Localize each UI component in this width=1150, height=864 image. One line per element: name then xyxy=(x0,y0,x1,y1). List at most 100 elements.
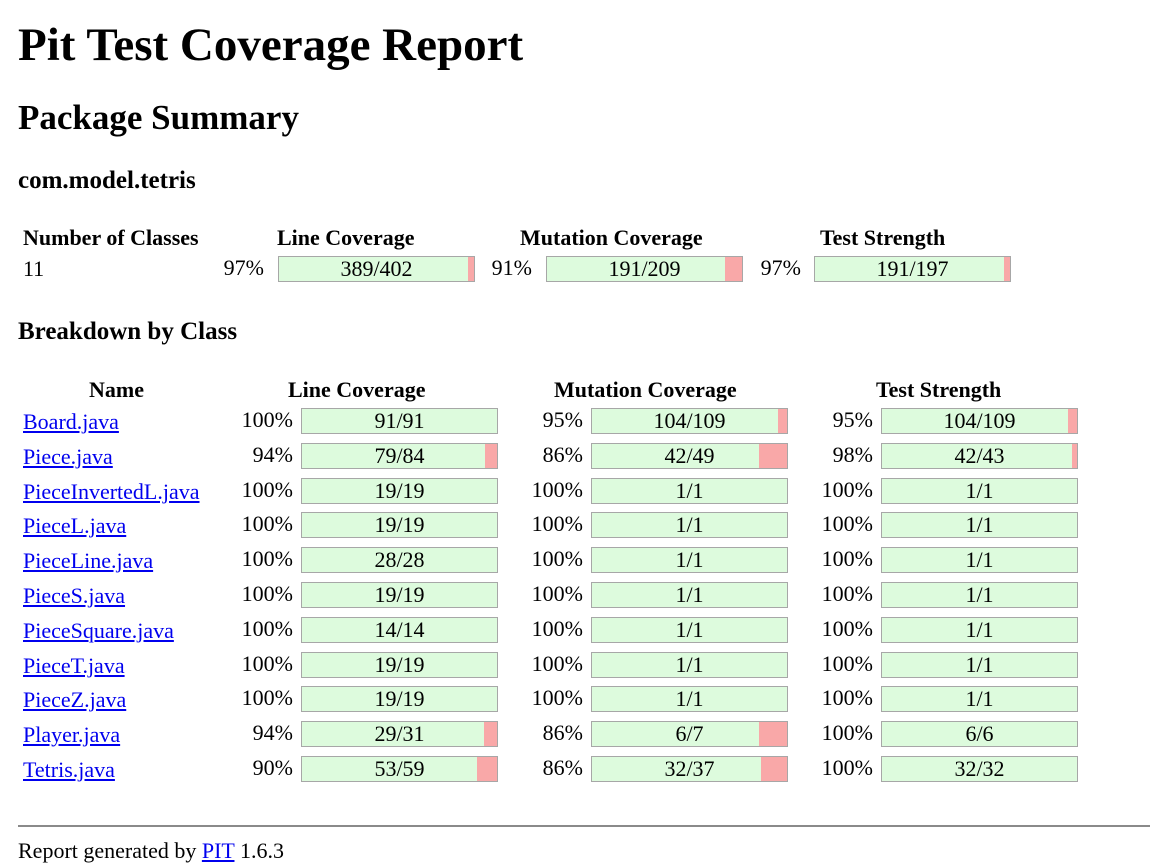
line-percent: 100% xyxy=(241,581,293,606)
mutation-coverage-label: 1/1 xyxy=(675,686,704,711)
mutation-coverage-bar: 1/1 xyxy=(591,512,788,538)
summary-header-mutation: Mutation Coverage xyxy=(520,225,703,250)
breakdown-title: Breakdown by Class xyxy=(18,318,238,345)
mutation-coverage-bar: 1/1 xyxy=(591,652,788,678)
class-link[interactable]: PieceS.java xyxy=(23,583,126,608)
missed-fill xyxy=(725,257,742,281)
strength-coverage-bar: 104/109 xyxy=(881,408,1078,434)
summary-class-count: 11 xyxy=(23,256,45,281)
mutation-percent: 100% xyxy=(531,685,583,710)
mutation-coverage-bar: 32/37 xyxy=(591,756,788,782)
line-coverage-label: 19/19 xyxy=(374,652,425,677)
line-coverage-bar: 19/19 xyxy=(301,512,498,538)
missed-fill xyxy=(1072,444,1077,468)
line-coverage-label: 19/19 xyxy=(374,512,425,537)
footer: Report generated by PIT 1.6.3 xyxy=(18,838,284,864)
strength-percent: 100% xyxy=(821,581,873,606)
mutation-coverage-bar: 1/1 xyxy=(591,686,788,712)
line-coverage-label: 28/28 xyxy=(374,547,425,572)
class-link[interactable]: Piece.java xyxy=(23,444,113,469)
class-link[interactable]: PieceSquare.java xyxy=(23,618,174,643)
missed-fill xyxy=(477,757,497,781)
strength-coverage-label: 1/1 xyxy=(965,512,994,537)
missed-fill xyxy=(1004,257,1010,281)
strength-coverage-label: 1/1 xyxy=(965,652,994,677)
line-percent: 100% xyxy=(241,477,293,502)
mutation-percent: 100% xyxy=(531,616,583,641)
strength-percent: 95% xyxy=(832,407,873,432)
strength-coverage-label: 1/1 xyxy=(965,617,994,642)
summary-line-percent: 97% xyxy=(223,255,264,280)
class-link[interactable]: PieceZ.java xyxy=(23,687,127,712)
mutation-coverage-label: 1/1 xyxy=(675,617,704,642)
mutation-coverage-label: 1/1 xyxy=(675,512,704,537)
missed-fill xyxy=(778,409,787,433)
mutation-percent: 86% xyxy=(542,442,583,467)
summary-header-line: Line Coverage xyxy=(277,225,415,250)
strength-coverage-bar: 1/1 xyxy=(881,547,1078,573)
mutation-coverage-bar: 42/49 xyxy=(591,443,788,469)
line-percent: 100% xyxy=(241,616,293,641)
line-coverage-bar: 29/31 xyxy=(301,721,498,747)
strength-percent: 100% xyxy=(821,616,873,641)
mutation-coverage-bar: 1/1 xyxy=(591,547,788,573)
mutation-coverage-label: 6/7 xyxy=(675,721,704,746)
line-coverage-label: 14/14 xyxy=(374,617,425,642)
line-coverage-bar: 28/28 xyxy=(301,547,498,573)
missed-fill xyxy=(1068,409,1077,433)
mutation-percent: 95% xyxy=(542,407,583,432)
line-coverage-bar: 19/19 xyxy=(301,686,498,712)
line-coverage-bar: 19/19 xyxy=(301,582,498,608)
class-link[interactable]: PieceLine.java xyxy=(23,548,154,573)
summary-strength-percent: 97% xyxy=(760,255,801,280)
page-title: Pit Test Coverage Report xyxy=(18,19,524,71)
missed-fill xyxy=(485,444,497,468)
line-percent: 100% xyxy=(241,546,293,571)
strength-coverage-label: 1/1 xyxy=(965,478,994,503)
class-link[interactable]: Tetris.java xyxy=(23,757,115,782)
strength-percent: 100% xyxy=(821,651,873,676)
missed-fill xyxy=(484,722,497,746)
mutation-percent: 100% xyxy=(531,546,583,571)
strength-coverage-label: 1/1 xyxy=(965,686,994,711)
class-link[interactable]: Player.java xyxy=(23,722,121,747)
strength-percent: 98% xyxy=(832,442,873,467)
class-link[interactable]: PieceL.java xyxy=(23,513,127,538)
mutation-coverage-label: 104/109 xyxy=(653,408,726,433)
footer-prefix: Report generated by xyxy=(18,838,197,863)
strength-percent: 100% xyxy=(821,685,873,710)
line-coverage-label: 19/19 xyxy=(374,582,425,607)
class-link[interactable]: Board.java xyxy=(23,409,119,434)
summary-mutation-percent: 91% xyxy=(491,255,532,280)
class-link[interactable]: PieceInvertedL.java xyxy=(23,479,200,504)
summary-mutation-bar: 191/209 xyxy=(546,256,743,282)
mutation-coverage-bar: 1/1 xyxy=(591,617,788,643)
pit-link[interactable]: PIT xyxy=(201,838,235,863)
mutation-coverage-label: 42/49 xyxy=(664,443,715,468)
line-percent: 94% xyxy=(252,720,293,745)
missed-fill xyxy=(467,257,474,281)
strength-coverage-bar: 6/6 xyxy=(881,721,1078,747)
line-percent: 94% xyxy=(252,442,293,467)
mutation-coverage-label: 32/37 xyxy=(664,756,715,781)
mutation-coverage-label: 1/1 xyxy=(675,582,704,607)
mutation-percent: 100% xyxy=(531,511,583,536)
line-coverage-label: 29/31 xyxy=(374,721,425,746)
line-percent: 100% xyxy=(241,651,293,676)
mutation-coverage-bar: 1/1 xyxy=(591,478,788,504)
mutation-percent: 86% xyxy=(542,720,583,745)
line-percent: 90% xyxy=(252,755,293,780)
mutation-coverage-label: 1/1 xyxy=(675,478,704,503)
line-percent: 100% xyxy=(241,407,293,432)
class-link[interactable]: PieceT.java xyxy=(23,653,125,678)
footer-divider xyxy=(18,825,1150,827)
strength-coverage-bar: 1/1 xyxy=(881,652,1078,678)
missed-fill xyxy=(759,444,787,468)
line-coverage-bar: 79/84 xyxy=(301,443,498,469)
strength-coverage-bar: 1/1 xyxy=(881,686,1078,712)
strength-coverage-label: 6/6 xyxy=(965,721,994,746)
line-coverage-label: 19/19 xyxy=(374,686,425,711)
missed-fill xyxy=(760,757,787,781)
line-coverage-label: 91/91 xyxy=(374,408,425,433)
